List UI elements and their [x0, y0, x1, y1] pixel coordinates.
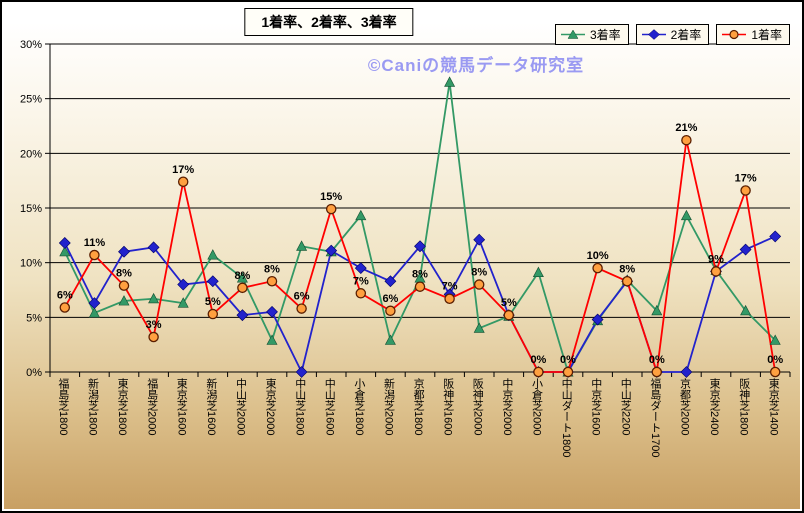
legend-item-2nd-place-rate: 2着率 — [635, 24, 710, 45]
svg-text:8%: 8% — [619, 263, 635, 275]
svg-text:0%: 0% — [530, 354, 546, 366]
svg-text:10%: 10% — [587, 250, 609, 262]
svg-text:7%: 7% — [442, 281, 458, 293]
svg-text:8%: 8% — [471, 267, 487, 279]
svg-text:17%: 17% — [172, 164, 194, 176]
svg-text:5%: 5% — [501, 297, 517, 309]
svg-text:5%: 5% — [205, 296, 221, 308]
svg-text:0%: 0% — [560, 354, 576, 366]
svg-text:0%: 0% — [26, 367, 42, 379]
series-markers-0 — [59, 76, 781, 377]
svg-text:21%: 21% — [675, 122, 697, 134]
svg-text:8%: 8% — [264, 263, 280, 275]
svg-text:30%: 30% — [20, 39, 42, 51]
svg-text:0%: 0% — [767, 354, 783, 366]
svg-text:17%: 17% — [735, 173, 757, 185]
svg-text:8%: 8% — [412, 269, 428, 281]
watermark: ©Caniの競馬データ研究室 — [367, 56, 585, 75]
legend-item-3rd-place-rate: 3着率 — [554, 24, 629, 45]
svg-text:20%: 20% — [20, 148, 42, 160]
svg-text:6%: 6% — [57, 289, 73, 301]
legend-label-2nd: 2着率 — [670, 28, 702, 42]
legend: 3着率 2着率 1着率 — [554, 24, 790, 45]
svg-text:10%: 10% — [20, 258, 42, 270]
svg-text:15%: 15% — [20, 203, 42, 215]
series-data-labels-2: 6% 11% 8% 3% 17% 5% 8% 8% 6% 15% 7% 6% 8% 7% 8% 5% 0% 0% 1… — [57, 122, 784, 366]
svg-text:25%: 25% — [20, 94, 42, 106]
svg-text:9%: 9% — [708, 253, 724, 265]
svg-text:6%: 6% — [382, 293, 398, 305]
svg-text:11%: 11% — [84, 237, 106, 249]
series-line-1 — [63, 235, 776, 375]
svg-text:5%: 5% — [26, 312, 42, 324]
svg-text:7%: 7% — [353, 275, 369, 287]
svg-text:8%: 8% — [234, 270, 250, 282]
series-markers-2 — [59, 134, 781, 378]
chart-title: 1着率、2着率、3着率 — [244, 8, 414, 36]
svg-text:3%: 3% — [146, 319, 162, 331]
svg-text:0%: 0% — [649, 354, 665, 366]
legend-label-3rd: 3着率 — [589, 28, 621, 42]
series-line-0 — [63, 82, 776, 375]
circle-marker-icon — [722, 29, 747, 40]
legend-item-1st-place-rate: 1着率 — [716, 24, 790, 45]
svg-text:6%: 6% — [294, 291, 310, 303]
legend-label-1st: 1着率 — [751, 28, 782, 42]
svg-text:15%: 15% — [320, 191, 342, 203]
triangle-marker-icon — [560, 29, 585, 39]
svg-text:8%: 8% — [116, 268, 132, 280]
diamond-marker-icon — [641, 29, 666, 40]
